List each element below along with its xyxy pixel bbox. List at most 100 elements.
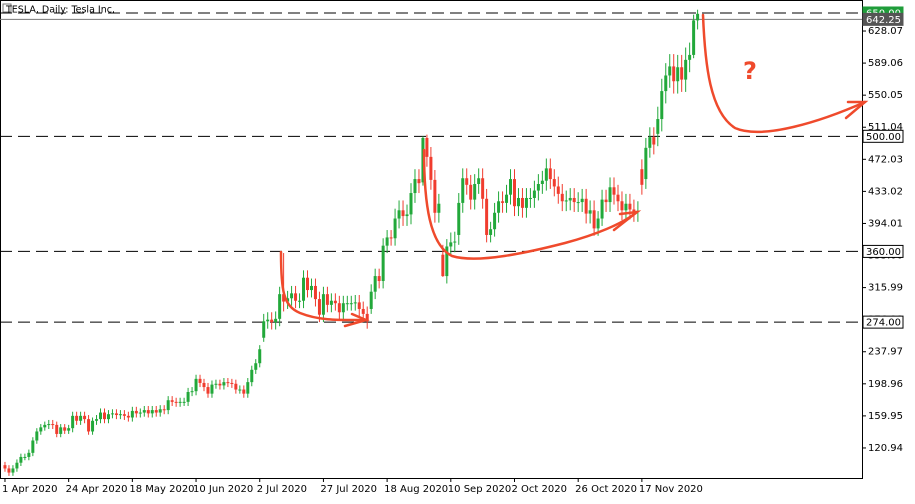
candle-body: [345, 303, 349, 305]
y-tick-label: 394.01: [868, 218, 903, 229]
x-tick-label: 18 Aug 2020: [384, 484, 448, 495]
candle-body: [278, 294, 282, 319]
candle-body: [27, 452, 31, 457]
candle-body: [556, 186, 560, 194]
candle-body: [75, 415, 79, 421]
candle-body: [449, 242, 453, 247]
candle-body: [401, 210, 405, 217]
candle-body: [361, 308, 365, 314]
x-tick-label: 2 Jul 2020: [257, 484, 307, 495]
price-tag-label: 274.00: [866, 318, 901, 329]
candle-body: [349, 303, 353, 305]
candle-body: [600, 199, 604, 219]
x-tick-label: 10 Sep 2020: [448, 484, 511, 495]
candle-body: [329, 300, 333, 305]
candle-body: [11, 468, 15, 473]
candle-body: [290, 293, 294, 299]
candle-body: [337, 303, 341, 313]
candle-body: [644, 147, 648, 180]
price-tag-label: 500.00: [866, 132, 901, 143]
candle-body: [71, 415, 75, 429]
candle-body: [333, 300, 337, 304]
candle-body: [648, 137, 652, 148]
drawn-arrow: [422, 148, 639, 260]
candle-body: [596, 218, 600, 229]
candle-body: [102, 412, 106, 420]
candle-body: [55, 424, 59, 434]
price-tag-label: 642.25: [866, 15, 901, 26]
y-tick-label: 315.99: [868, 283, 903, 294]
candle-body: [325, 294, 329, 305]
candle-body: [373, 276, 377, 292]
candle-body: [262, 321, 266, 338]
candle-body: [357, 302, 361, 309]
candle-body: [294, 293, 298, 301]
candle-body: [612, 187, 616, 195]
candle-body: [485, 198, 489, 235]
candle-body: [254, 363, 258, 370]
y-tick-label: 120.94: [868, 443, 903, 454]
candle-body: [226, 382, 230, 384]
candle-body: [59, 427, 63, 434]
candle-body: [696, 13, 700, 21]
x-tick-label: 27 Jul 2020: [320, 484, 377, 495]
candle-body: [35, 431, 39, 441]
x-tick-label: 1 Apr 2020: [2, 484, 57, 495]
candle-body: [628, 203, 632, 210]
candle-body: [664, 75, 668, 92]
symbol-icon: [2, 3, 12, 13]
candle-body: [437, 203, 441, 213]
candle-body: [385, 237, 389, 246]
candle-body: [274, 318, 278, 323]
candle-body: [246, 382, 250, 394]
drawings: [279, 13, 869, 328]
y-tick-label: 159.95: [868, 411, 903, 422]
candle-body: [532, 190, 536, 198]
candle-body: [298, 300, 302, 302]
candle-body: [461, 178, 465, 203]
candle-body: [445, 246, 449, 277]
price-tag: [862, 244, 904, 258]
candle-body: [83, 415, 87, 420]
candle-body: [3, 465, 7, 469]
candle-body: [258, 349, 262, 364]
y-tick-label: 472.03: [868, 154, 903, 165]
candle-body: [389, 237, 393, 239]
candle-body: [266, 319, 270, 322]
candle-body: [190, 391, 194, 393]
candle-body: [31, 440, 35, 453]
candle-body: [417, 179, 421, 184]
candle-body: [540, 180, 544, 184]
candle-body: [580, 198, 584, 203]
candle-body: [393, 218, 397, 239]
candle-body: [377, 276, 381, 282]
candle-body: [51, 424, 55, 426]
y-tick-label: 550.05: [868, 90, 903, 101]
candle-body: [130, 410, 134, 418]
y-tick-label: 511.04: [868, 122, 903, 133]
candle-body: [564, 200, 568, 202]
candle-body: [126, 415, 130, 418]
candle-body: [63, 427, 67, 431]
candle-body: [341, 303, 345, 313]
candle-body: [47, 424, 51, 426]
price-tag-label: 360.00: [866, 247, 901, 258]
candle-body: [604, 199, 608, 203]
candle-body: [656, 119, 660, 134]
plot-frame: [0, 0, 863, 479]
candle-body: [166, 400, 170, 411]
candle-body: [106, 414, 110, 420]
candle-body: [118, 414, 122, 416]
candle-body: [668, 66, 672, 76]
candle-body: [194, 378, 198, 392]
candle-body: [353, 302, 357, 304]
candle-body: [79, 415, 83, 421]
plot-layer: [0, 12, 862, 323]
candle-body: [178, 401, 182, 403]
candle-body: [509, 179, 513, 195]
candle-body: [95, 419, 99, 421]
candle-body: [544, 168, 548, 181]
candle-body: [489, 229, 493, 235]
